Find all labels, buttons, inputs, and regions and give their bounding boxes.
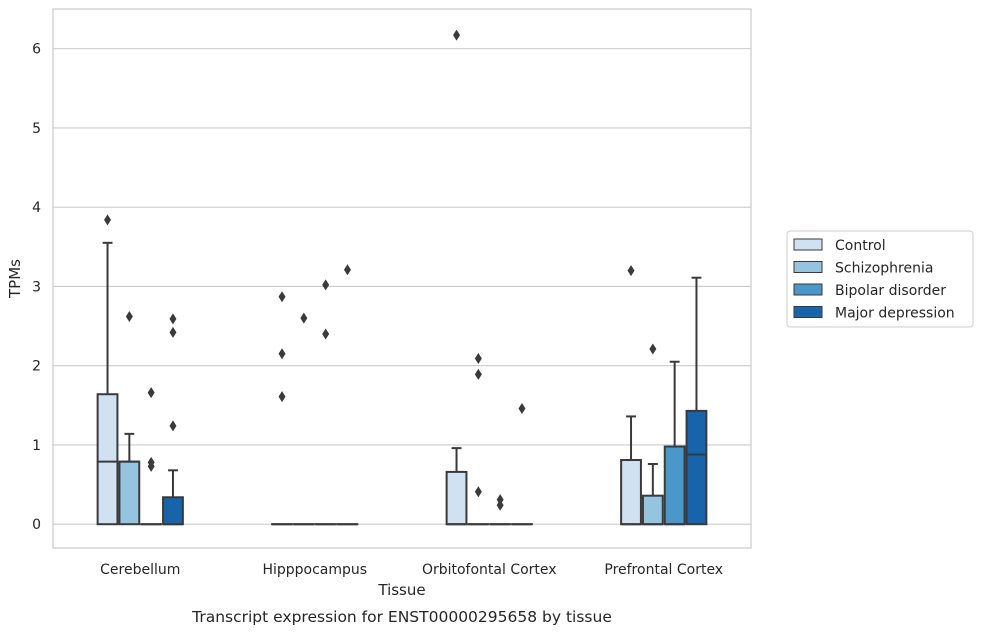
y-tick-label: 2 [32,359,41,375]
outlier-point [343,264,351,276]
box-major-depression [162,313,184,526]
box-control [620,265,642,526]
box-rect [445,470,468,526]
outlier-point [474,486,482,498]
outlier-point [125,311,133,323]
legend-swatch [793,238,823,251]
x-tick-label: Orbitofontal Cortex [422,562,557,578]
outlier-point [627,265,635,277]
box-major-depression [685,276,708,526]
y-tick-label: 4 [32,200,41,216]
outlier-point [147,387,155,399]
box-rect [162,496,184,526]
x-axis-label: Tissue [377,581,425,599]
y-tick-label: 1 [32,438,41,454]
box-major-depression [336,264,359,526]
outlier-point [300,312,308,324]
box-bipolar-disorder [140,387,163,526]
legend-label: Bipolar disorder [835,283,946,299]
y-axis-label: TPMs [6,259,24,299]
outlier-point [278,348,286,360]
outlier-point [496,494,504,506]
box-control [96,214,119,526]
outlier-point [278,391,286,403]
chart-caption: Transcript expression for ENST0000029565… [191,608,612,626]
box-bipolar-disorder [314,279,337,526]
box-schizophrenia [118,311,141,526]
box-rect [641,494,664,526]
outlier-point [496,499,504,511]
y-tick-label: 0 [32,517,41,533]
box-schizophrenia [641,343,664,526]
box-major-depression [511,402,533,526]
legend-label: Schizophrenia [835,261,933,277]
x-tick-label: Hipppocampus [262,562,367,578]
box-bipolar-disorder [663,360,686,526]
box-rect [685,409,708,526]
box-rect [96,393,119,526]
outlier-point [169,326,177,338]
outlier-point [322,279,330,291]
outlier-point [147,456,155,468]
legend-swatch [793,283,823,296]
outlier-point [453,29,461,41]
x-tick-label: Cerebellum [100,562,180,578]
grid-lines [53,48,751,525]
box-control [445,29,468,526]
outlier-point [104,214,112,226]
box-bipolar-disorder [489,494,512,526]
outlier-point [474,368,482,380]
outlier-point [169,313,177,325]
y-tick-label: 3 [32,279,41,295]
y-tick-label: 5 [32,121,41,137]
outlier-point [278,291,286,303]
legend-frame [786,230,974,328]
box-rect [118,460,141,526]
legend-label: Major depression [835,306,955,322]
box-control [271,291,293,526]
box-schizophrenia [292,312,315,526]
legend-label: Control [835,238,886,254]
legend-swatch [793,261,823,273]
outlier-point [474,353,482,365]
x-tick-label: Prefrontal Cortex [604,562,723,578]
box-layer [96,29,708,526]
tick-labels: 0 1 2 3 4 5 6 Cerebellum Hipppocampus Orbitofonta… [32,42,723,578]
outlier-point [518,402,526,414]
outlier-point [649,343,657,355]
outlier-point [322,328,330,340]
y-tick-label: 6 [32,42,41,58]
outlier-point [169,420,177,432]
legend-swatch [793,306,823,318]
plot-frame [52,8,752,549]
box-rect [620,459,642,526]
box-rect [663,445,686,526]
box-schizophrenia [467,353,490,526]
legend: Control Schizophrenia Bipolar disorder Majo… [786,230,974,328]
